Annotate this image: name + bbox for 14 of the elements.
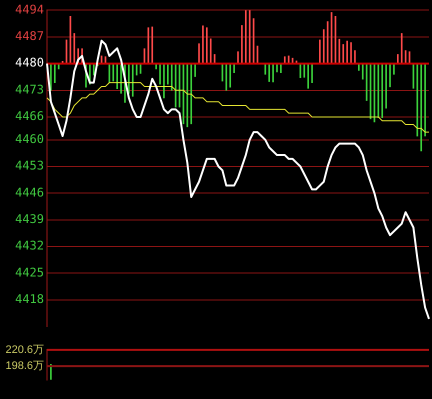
y-tick-label: 4494 [15, 2, 44, 16]
y-tick-label: 4439 [15, 212, 44, 226]
y-tick-label: 4487 [15, 29, 44, 44]
y-tick-label: 4480 [15, 56, 44, 70]
y-tick-label: 4432 [15, 238, 44, 253]
y-tick-label: 4446 [15, 185, 44, 200]
y-tick-label: 4453 [15, 158, 44, 173]
y-tick-label: 4473 [15, 82, 44, 96]
y-tick-label: 4460 [15, 132, 44, 146]
y-tick-label: 220.6万 [5, 344, 44, 356]
y-tick-label: 4466 [15, 109, 44, 124]
y-tick-label: 198.6万 [5, 360, 44, 372]
y-tick-label: 4418 [15, 292, 44, 306]
y-tick-label: 4425 [15, 265, 44, 280]
